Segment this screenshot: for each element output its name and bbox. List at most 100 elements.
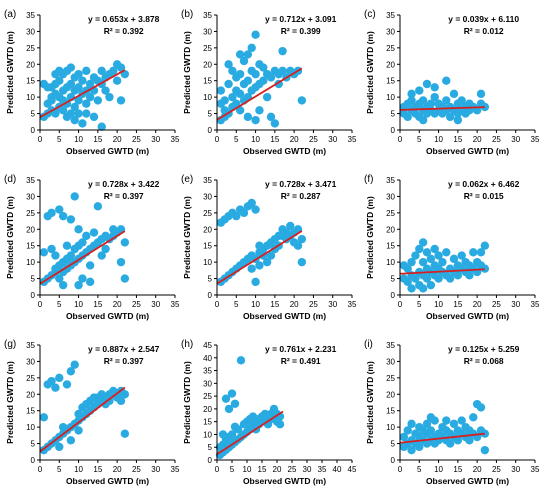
data-point — [286, 221, 295, 231]
data-point — [74, 426, 83, 435]
data-point — [469, 413, 478, 422]
data-point — [55, 274, 64, 283]
data-point — [407, 445, 416, 455]
x-tick-label: 10 — [74, 465, 83, 474]
x-tick-label: 20 — [113, 465, 122, 474]
panel-label: (h) — [181, 339, 193, 350]
x-tick-label: 0 — [215, 135, 220, 144]
data-point — [243, 50, 253, 59]
data-point — [109, 66, 118, 76]
fit-line — [39, 386, 126, 453]
data-point — [445, 112, 455, 122]
data-point — [480, 102, 490, 112]
data-point — [434, 251, 443, 260]
y-tick-label: 0 — [208, 456, 213, 465]
data-point — [105, 396, 114, 406]
x-tick-label: 5 — [57, 300, 62, 309]
data-point — [442, 76, 451, 85]
data-point — [243, 76, 253, 85]
data-point — [403, 277, 412, 287]
data-point — [239, 208, 249, 218]
x-tick-label: 0 — [215, 465, 220, 474]
y-tick-label: 0 — [31, 456, 36, 465]
y-tick-label: 30 — [203, 27, 212, 36]
x-tick-label: 0 — [398, 300, 403, 309]
data-point — [116, 396, 126, 406]
data-point — [78, 274, 87, 283]
x-tick-label: 35 — [348, 300, 357, 309]
panel-label: (i) — [364, 339, 373, 350]
data-point — [216, 86, 226, 95]
y-tick-label: 25 — [386, 209, 395, 218]
x-tick-label: 35 — [171, 465, 180, 474]
x-tick-label: 15 — [453, 300, 462, 309]
data-point — [74, 69, 83, 79]
data-point — [239, 56, 249, 66]
data-point — [476, 248, 486, 257]
data-point — [243, 112, 253, 122]
x-tick-label: 30 — [151, 465, 160, 474]
x-tick-label: 25 — [132, 135, 141, 144]
data-point — [453, 436, 463, 445]
x-tick-label: 10 — [243, 465, 252, 474]
data-point — [78, 119, 87, 128]
y-tick-label: 5 — [31, 275, 36, 284]
y-tick-label: 25 — [203, 44, 212, 53]
data-point — [426, 426, 436, 435]
x-axis-label: Observed GWTD (m) — [426, 146, 509, 156]
y-tick-label: 0 — [391, 126, 396, 135]
data-point — [78, 76, 87, 85]
y-tick-label: 30 — [26, 27, 35, 36]
data-point — [418, 96, 428, 105]
data-point — [255, 261, 264, 270]
data-point — [251, 69, 260, 79]
data-point — [120, 238, 130, 247]
x-tick-label: 45 — [348, 465, 357, 474]
x-tick-label: 30 — [151, 135, 160, 144]
data-point — [438, 257, 447, 267]
x-tick-label: 30 — [511, 300, 520, 309]
data-point — [407, 96, 416, 105]
data-point — [74, 109, 83, 118]
data-point — [415, 86, 424, 95]
data-point — [62, 380, 72, 389]
data-point — [78, 238, 87, 247]
data-point — [255, 106, 264, 115]
y-tick-label: 0 — [208, 126, 213, 135]
data-point — [480, 445, 490, 455]
data-point — [101, 244, 110, 254]
panel-label: (e) — [181, 174, 193, 185]
y-tick-label: 25 — [26, 374, 35, 383]
r-squared: R² = 0.397 — [104, 191, 144, 201]
data-point — [407, 257, 416, 267]
fit-line — [399, 106, 485, 111]
panel-label: (a) — [4, 9, 16, 20]
regression-equation: y = 0.712x + 3.091 — [265, 14, 337, 24]
y-tick-label: 25 — [203, 209, 212, 218]
data-point — [422, 274, 432, 283]
data-point — [480, 264, 490, 273]
panel-label: (c) — [364, 9, 376, 20]
x-tick-label: 25 — [288, 465, 297, 474]
y-tick-label: 15 — [26, 77, 35, 86]
x-tick-label: 20 — [113, 135, 122, 144]
data-point — [89, 228, 99, 237]
y-tick-label: 30 — [386, 192, 395, 201]
panel-label: (b) — [181, 9, 193, 20]
y-tick-label: 5 — [391, 440, 396, 449]
data-point — [227, 389, 237, 398]
data-point — [235, 69, 245, 79]
x-tick-label: 25 — [132, 465, 141, 474]
data-point — [266, 251, 276, 260]
y-tick-label: 0 — [31, 291, 36, 300]
data-point — [418, 284, 428, 293]
y-tick-label: 20 — [386, 390, 395, 399]
data-point — [224, 60, 233, 69]
data-point — [465, 271, 474, 280]
y-tick-label: 35 — [386, 176, 395, 185]
data-point — [70, 360, 79, 369]
y-tick-label: 35 — [26, 11, 35, 20]
y-tick-label: 5 — [208, 110, 213, 119]
x-tick-label: 5 — [234, 135, 239, 144]
